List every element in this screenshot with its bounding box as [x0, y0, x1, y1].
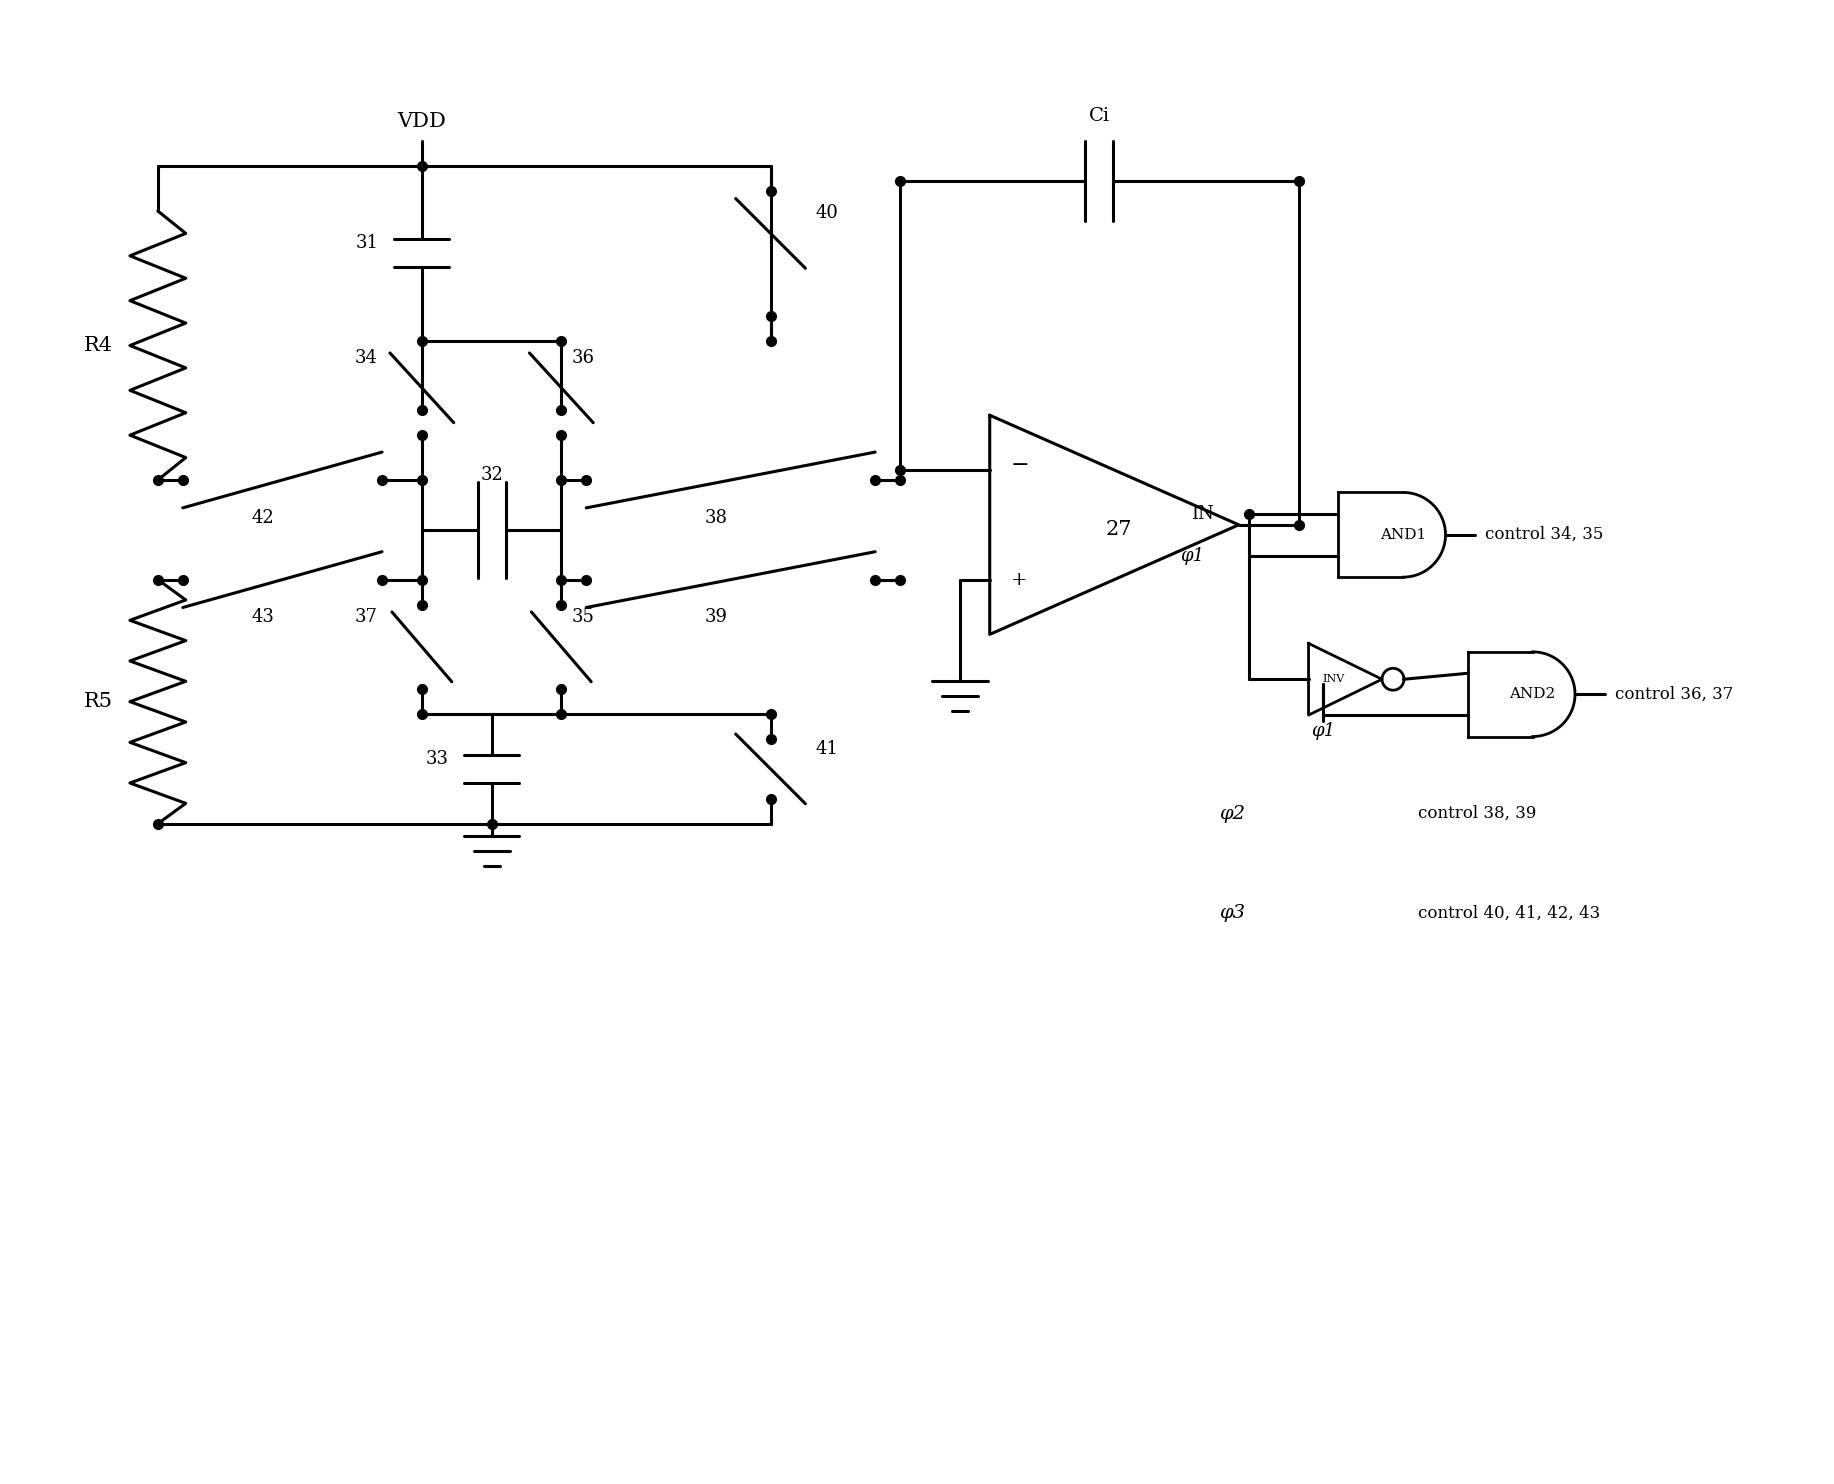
- Text: AND2: AND2: [1509, 687, 1555, 700]
- Text: AND1: AND1: [1379, 528, 1427, 542]
- Text: φ3: φ3: [1220, 904, 1245, 923]
- Text: 37: 37: [354, 608, 378, 626]
- Text: IN: IN: [1190, 505, 1214, 522]
- Text: R5: R5: [84, 692, 112, 711]
- Text: 33: 33: [425, 749, 447, 767]
- Text: φ1: φ1: [1311, 723, 1335, 741]
- Text: INV: INV: [1322, 674, 1344, 684]
- Text: 39: 39: [704, 608, 728, 626]
- Text: 42: 42: [251, 509, 273, 527]
- Text: −: −: [1011, 454, 1029, 476]
- Text: control 34, 35: control 34, 35: [1486, 527, 1603, 543]
- Text: 38: 38: [704, 509, 728, 527]
- Text: 35: 35: [572, 608, 594, 626]
- Text: +: +: [1011, 571, 1027, 589]
- Text: R4: R4: [84, 335, 112, 355]
- Text: 41: 41: [816, 741, 838, 758]
- Text: Ci: Ci: [1089, 107, 1110, 125]
- Text: control 38, 39: control 38, 39: [1418, 806, 1537, 822]
- Text: 40: 40: [816, 205, 838, 223]
- Text: 43: 43: [251, 608, 273, 626]
- Text: 34: 34: [354, 349, 378, 367]
- Text: 32: 32: [481, 466, 503, 484]
- Text: φ1: φ1: [1179, 546, 1203, 565]
- Text: 36: 36: [572, 349, 594, 367]
- Text: control 36, 37: control 36, 37: [1616, 686, 1733, 703]
- Text: 27: 27: [1106, 521, 1132, 539]
- Text: control 40, 41, 42, 43: control 40, 41, 42, 43: [1418, 905, 1601, 922]
- Text: φ2: φ2: [1220, 804, 1245, 822]
- Text: VDD: VDD: [398, 111, 446, 131]
- Text: 31: 31: [356, 234, 378, 252]
